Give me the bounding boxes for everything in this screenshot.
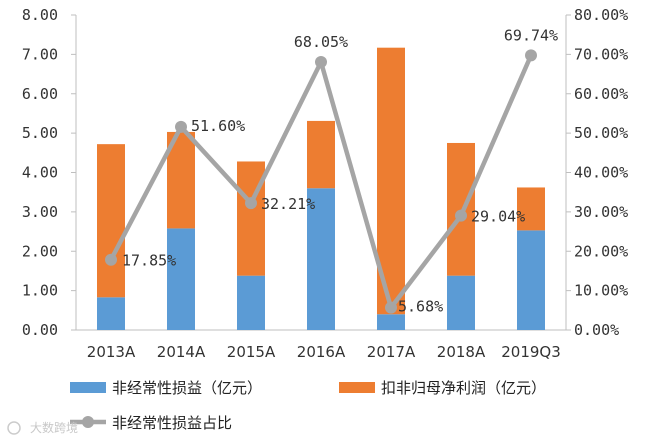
bars	[97, 47, 545, 330]
bar-nonrecurring	[447, 275, 475, 330]
ratio-point	[105, 253, 117, 266]
legend-marker-ratio	[82, 416, 94, 428]
legend-swatch-deducted-profit	[339, 382, 375, 393]
right-tick-label: 0.00%	[574, 321, 619, 339]
right-tick-label: 70.00%	[574, 45, 628, 63]
ratio-point	[315, 56, 327, 69]
right-tick-label: 80.00%	[574, 6, 628, 24]
bar-deducted-profit	[97, 144, 125, 298]
ratio-point	[175, 120, 187, 133]
ratio-data-label: 69.74%	[504, 26, 558, 44]
watermark-logo-icon	[7, 421, 21, 435]
right-tick-label: 20.00%	[574, 242, 628, 260]
right-tick-label: 10.00%	[574, 282, 628, 300]
data-labels: 17.85% 51.60% 32.21% 68.05% 5.68% 29.04% 69.74…	[122, 26, 558, 315]
x-tick-label: 2017A	[367, 343, 416, 361]
x-tick-label: 2019Q3	[501, 343, 561, 361]
bar-nonrecurring	[307, 188, 335, 330]
left-tick-label: 1.00	[22, 282, 58, 300]
right-tick-label: 50.00%	[574, 124, 628, 142]
bar-nonrecurring	[237, 275, 265, 330]
left-tick-label: 6.00	[22, 85, 58, 103]
ratio-point	[455, 209, 467, 222]
left-tick-label: 2.00	[22, 242, 58, 260]
ratio-point	[245, 197, 257, 210]
left-tick-label: 4.00	[22, 164, 58, 182]
x-tick-label: 2018A	[437, 343, 486, 361]
bar-nonrecurring	[97, 297, 125, 330]
ratio-data-label: 32.21%	[261, 195, 315, 213]
bar-deducted-profit	[307, 120, 335, 189]
left-tick-label: 5.00	[22, 124, 58, 142]
bar-deducted-profit	[447, 142, 475, 276]
bar-nonrecurring	[517, 230, 545, 330]
legend: 非经常性损益（亿元） 扣非归母净利润（亿元） 非经常性损益占比	[70, 379, 546, 432]
ratio-point	[525, 49, 537, 62]
left-tick-label: 7.00	[22, 45, 58, 63]
x-tick-label: 2015A	[227, 343, 276, 361]
right-tick-label: 60.00%	[574, 85, 628, 103]
bar-nonrecurring	[167, 228, 195, 330]
right-tick-label: 40.00%	[574, 164, 628, 182]
legend-label-ratio: 非经常性损益占比	[112, 414, 232, 432]
bar-deducted-profit	[517, 187, 545, 231]
ratio-data-label: 51.60%	[191, 117, 245, 135]
legend-swatch-nonrecurring	[70, 382, 106, 393]
watermark-text: 大数跨境	[30, 420, 78, 435]
ratio-data-label: 68.05%	[294, 33, 348, 51]
left-tick-label: 0.00	[22, 321, 58, 339]
ratio-point	[385, 301, 397, 314]
x-tick-label: 2014A	[157, 343, 206, 361]
legend-label-nonrecurring: 非经常性损益（亿元）	[112, 379, 262, 397]
left-tick-label: 8.00	[22, 6, 58, 24]
x-tick-label: 2013A	[87, 343, 136, 361]
legend-label-deducted-profit: 扣非归母净利润（亿元）	[381, 379, 546, 397]
bar-nonrecurring	[377, 314, 405, 330]
watermark: 大数跨境	[7, 420, 78, 435]
ratio-data-label: 5.68%	[398, 298, 443, 316]
right-tick-label: 30.00%	[574, 203, 628, 221]
ratio-line	[105, 49, 537, 314]
axes: 0.00 1.00 2.00 3.00 4.00 5.00 6.00 7.00 8.00 0.00…	[22, 6, 628, 361]
x-tick-label: 2016A	[297, 343, 346, 361]
ratio-data-label: 17.85%	[122, 252, 176, 270]
ratio-data-label: 29.04%	[471, 208, 525, 226]
left-tick-label: 3.00	[22, 203, 58, 221]
